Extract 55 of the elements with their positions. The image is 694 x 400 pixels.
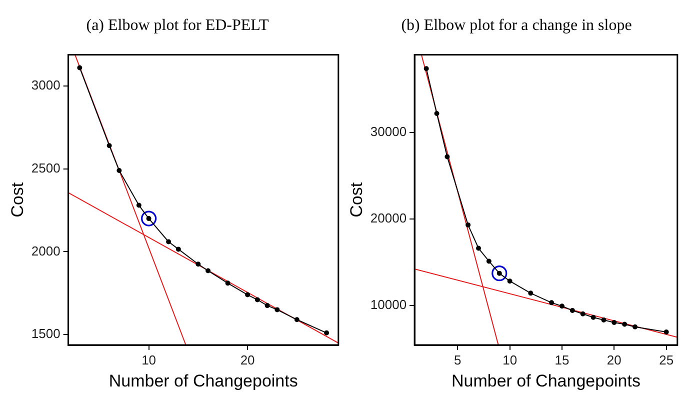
- point: [528, 290, 534, 296]
- point: [264, 303, 270, 308]
- point: [254, 297, 260, 302]
- point: [225, 280, 230, 286]
- x-tick-label: 10: [142, 352, 156, 368]
- point: [570, 308, 575, 313]
- point: [590, 314, 596, 320]
- y-tick-label: 10000: [370, 296, 407, 312]
- x-tick-label: 20: [606, 352, 622, 368]
- y-tick-label: 2500: [31, 160, 60, 176]
- y-axis-title: Cost: [8, 182, 27, 218]
- point: [294, 317, 300, 322]
- point: [601, 317, 606, 322]
- point: [424, 66, 429, 72]
- point: [492, 266, 508, 282]
- point: [136, 202, 142, 208]
- point: [77, 65, 82, 70]
- point: [206, 268, 211, 274]
- point: [116, 168, 122, 173]
- point: [580, 311, 586, 316]
- point: [196, 262, 201, 267]
- x-tick-label: 20: [240, 352, 255, 368]
- point: [549, 300, 554, 306]
- y-axis-title: Cost: [346, 182, 366, 218]
- point: [632, 324, 638, 330]
- chart-title: (a) Elbow plot for ED-PELT: [86, 16, 269, 36]
- point: [141, 210, 157, 226]
- y-tick-label: 30000: [370, 124, 407, 140]
- x-tick-label: 5: [454, 352, 462, 368]
- x-axis-title: Number of Changepoints: [108, 371, 298, 390]
- point: [434, 111, 440, 116]
- point: [245, 292, 250, 298]
- point: [106, 143, 112, 148]
- point: [166, 239, 172, 244]
- point: [476, 246, 482, 251]
- y-tick-label: 1500: [31, 326, 60, 342]
- point: [274, 307, 280, 312]
- point: [486, 258, 492, 264]
- y-tick-label: 20000: [370, 210, 407, 226]
- point: [507, 278, 512, 284]
- point: [622, 322, 628, 327]
- point: [559, 304, 564, 309]
- chart-title: (b) Elbow plot for a change in slope: [401, 16, 632, 36]
- x-tick-label: 15: [554, 352, 570, 368]
- point: [466, 222, 471, 228]
- y-tick-label: 2000: [31, 243, 60, 258]
- x-axis-title: Number of Changepoints: [451, 371, 640, 390]
- x-tick-label: 10: [502, 352, 518, 368]
- point: [324, 330, 330, 336]
- x-tick-label: 25: [659, 352, 674, 368]
- point: [444, 154, 450, 160]
- point: [612, 320, 617, 326]
- y-tick-label: 3000: [31, 78, 60, 93]
- point: [664, 330, 669, 335]
- point: [176, 246, 181, 252]
